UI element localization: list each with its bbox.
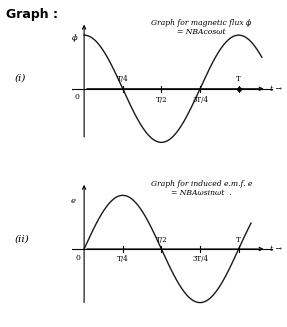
Text: T/4: T/4 <box>117 255 129 264</box>
Text: = NBAcosωt: = NBAcosωt <box>177 28 226 36</box>
Text: T/4: T/4 <box>117 76 129 83</box>
Text: T/2: T/2 <box>156 96 167 104</box>
Text: t →: t → <box>269 245 282 253</box>
Text: Graph for induced e.m.f. e: Graph for induced e.m.f. e <box>151 180 252 188</box>
Text: ϕ: ϕ <box>72 34 78 42</box>
Text: (i): (i) <box>14 74 26 83</box>
Text: T/2: T/2 <box>156 236 167 244</box>
Text: t →: t → <box>269 85 282 93</box>
Text: = NBAωsinωt  .: = NBAωsinωt . <box>171 189 232 197</box>
Text: 0: 0 <box>75 93 79 100</box>
Text: Graph for magnetic flux ϕ: Graph for magnetic flux ϕ <box>152 19 252 27</box>
Text: 3T/4: 3T/4 <box>192 96 208 104</box>
Text: T: T <box>236 236 241 244</box>
Text: 3T/4: 3T/4 <box>192 255 208 264</box>
Text: e: e <box>71 197 76 205</box>
Text: Graph :: Graph : <box>6 8 58 21</box>
Text: 0: 0 <box>75 254 80 262</box>
Text: (ii): (ii) <box>14 234 29 243</box>
Text: T: T <box>236 76 241 83</box>
